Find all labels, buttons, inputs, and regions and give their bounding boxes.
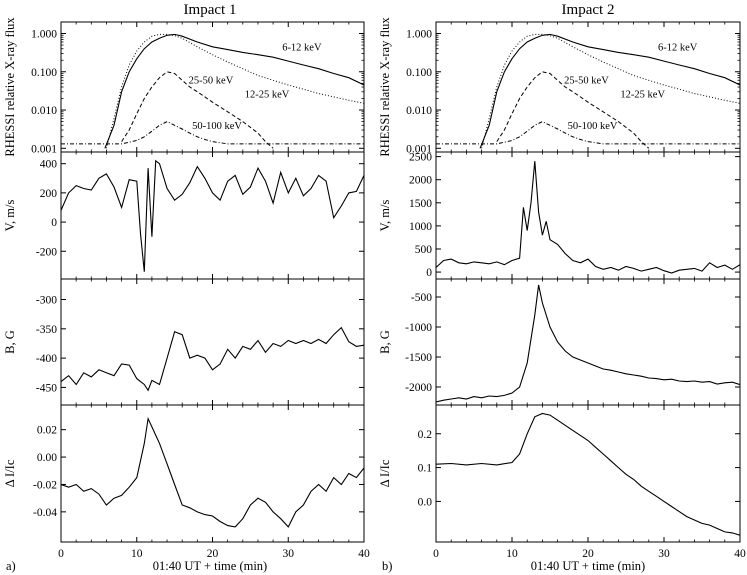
y-tick-label: -400: [36, 353, 57, 365]
x-tick-label: 20: [207, 548, 219, 560]
series-line-6-12-kev: [479, 33, 740, 149]
y-tick-label: -350: [36, 324, 57, 336]
x-tick-label: 30: [658, 548, 670, 560]
y-tick-label: -450: [36, 382, 57, 394]
chart-a-v: -200 0 200 400 V, m/s: [3, 151, 365, 280]
series-line-di: [436, 412, 740, 536]
series-line-50-100-kev: [436, 121, 740, 145]
chart-a-dI: -0.04 -0.02 0.00 0.02 0 10 20 30 40 Δ I/Ic: [3, 404, 370, 560]
y-tick-label: 0.100: [406, 67, 432, 79]
chart-a-xray: 0.001 0.010 0.100 1.000 RHESSI relative X-ra…: [3, 17, 365, 157]
y-tick-label: -0.02: [33, 479, 57, 491]
series-annotation: 12-25 keV: [620, 90, 665, 101]
y-tick-label: 1500: [409, 198, 432, 210]
series-line-25-50-kev: [496, 71, 650, 149]
series-line-v: [61, 159, 364, 272]
chart-b-b: -2000 -1500 -1000 -500 B, G: [378, 278, 741, 406]
series-annotation: 50-100 keV: [568, 121, 618, 132]
y-axis-label: V, m/s: [378, 200, 392, 232]
y-tick-label: 0.1: [418, 463, 433, 475]
plot-frame: [435, 151, 741, 280]
y-tick-label: 0.100: [31, 67, 57, 79]
y-tick-label: 1000: [409, 221, 432, 233]
plot-frame: [60, 151, 365, 280]
series-annotation: 25-50 keV: [189, 75, 234, 86]
y-tick-label: -1500: [405, 352, 432, 364]
y-tick-label: 400: [40, 159, 58, 171]
x-tick-label: 10: [131, 548, 143, 560]
series-line-12-25-kev: [105, 33, 364, 149]
x-tick-label: 40: [358, 548, 370, 560]
y-axis-label: RHESSI relative X-ray flux: [3, 17, 17, 157]
y-tick-label: -200: [36, 246, 57, 258]
y-tick-label: 0.010: [406, 105, 432, 117]
x-tick-label: 20: [582, 548, 594, 560]
y-tick-label: 0: [51, 217, 57, 229]
series-line-25-50-kev: [121, 71, 274, 149]
panel-b-title: Impact 2: [562, 2, 615, 18]
y-tick-label: 1.000: [406, 29, 432, 41]
y-tick-label: 0.00: [37, 452, 57, 464]
panel-a-xlabel: 01:40 UT + time (min): [153, 559, 267, 573]
plot-frame: [60, 278, 365, 406]
series-line-b: [436, 284, 740, 403]
y-tick-label: 0.2: [418, 429, 433, 441]
plot-frame: [435, 404, 741, 543]
y-tick-label: 0: [426, 267, 432, 279]
plot-frame: [435, 278, 741, 406]
y-tick-label: 200: [40, 188, 58, 200]
y-tick-label: 0.001: [406, 143, 432, 155]
panel-b-letter: b): [382, 559, 392, 573]
y-axis-label: V, m/s: [3, 200, 17, 232]
y-axis-label: B, G: [3, 330, 17, 354]
y-tick-label: 500: [415, 244, 433, 256]
x-tick-label: 10: [506, 548, 518, 560]
y-axis-label: Δ I/Ic: [3, 459, 17, 487]
series-annotation: 6-12 keV: [658, 42, 698, 53]
series-annotation: 12-25 keV: [245, 90, 290, 101]
y-tick-label: 2500: [409, 152, 432, 164]
y-axis-label: RHESSI relative X-ray flux: [378, 17, 392, 157]
y-tick-label: -300: [36, 295, 57, 307]
x-tick-label: 0: [58, 548, 64, 560]
x-tick-label: 30: [283, 548, 295, 560]
y-axis-label: B, G: [378, 330, 392, 354]
panel-a-letter: a): [6, 559, 16, 573]
y-axis-label: Δ I/Ic: [378, 459, 392, 487]
y-tick-label: -0.04: [33, 507, 57, 519]
y-tick-label: 0.010: [31, 105, 57, 117]
series-line-v: [436, 161, 740, 274]
series-line-50-100-kev: [61, 121, 364, 145]
panel-b-xlabel: 01:40 UT + time (min): [531, 559, 645, 573]
series-line-di: [61, 416, 364, 528]
chart-b-v: 0 500 1000 1500 2000 2500 V, m/s: [378, 151, 741, 280]
x-tick-label: 0: [433, 548, 439, 560]
series-annotation: 25-50 keV: [564, 75, 609, 86]
y-tick-label: 1.000: [31, 29, 57, 41]
series-line-b: [61, 326, 364, 392]
panel-a-title: Impact 1: [184, 2, 237, 18]
y-tick-label: -2000: [405, 382, 432, 394]
series-annotation: 50-100 keV: [192, 121, 242, 132]
y-tick-label: 0.001: [31, 143, 57, 155]
chart-b-dI: 0.0 0.1 0.2 0 10 20 30 40 Δ I/Ic: [378, 404, 746, 560]
y-tick-label: 0.02: [37, 425, 57, 437]
chart-a-b: -450 -400 -350 -300 B, G: [3, 278, 365, 406]
y-tick-label: -1000: [405, 322, 432, 334]
series-line-6-12-kev: [104, 33, 364, 149]
x-tick-label: 40: [734, 548, 746, 560]
y-tick-label: -500: [411, 292, 432, 304]
y-tick-label: 0.0: [418, 496, 433, 508]
plot-frame: [60, 404, 365, 543]
chart-b-xray: 0.001 0.010 0.100 1.000 RHESSI relative X-ra…: [378, 17, 741, 157]
series-annotation: 6-12 keV: [282, 42, 322, 53]
y-tick-label: 2000: [409, 175, 432, 187]
